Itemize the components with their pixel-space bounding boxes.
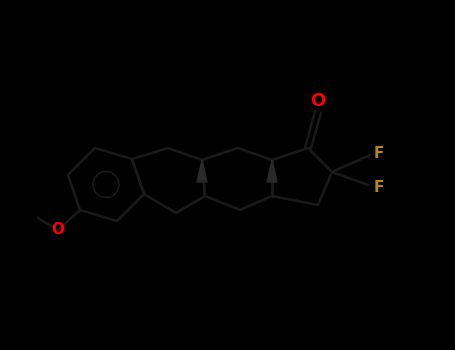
Polygon shape	[267, 160, 277, 182]
Polygon shape	[197, 160, 207, 182]
Text: O: O	[310, 92, 326, 110]
Text: O: O	[51, 223, 65, 238]
Text: F: F	[374, 180, 384, 195]
Text: F: F	[374, 146, 384, 161]
